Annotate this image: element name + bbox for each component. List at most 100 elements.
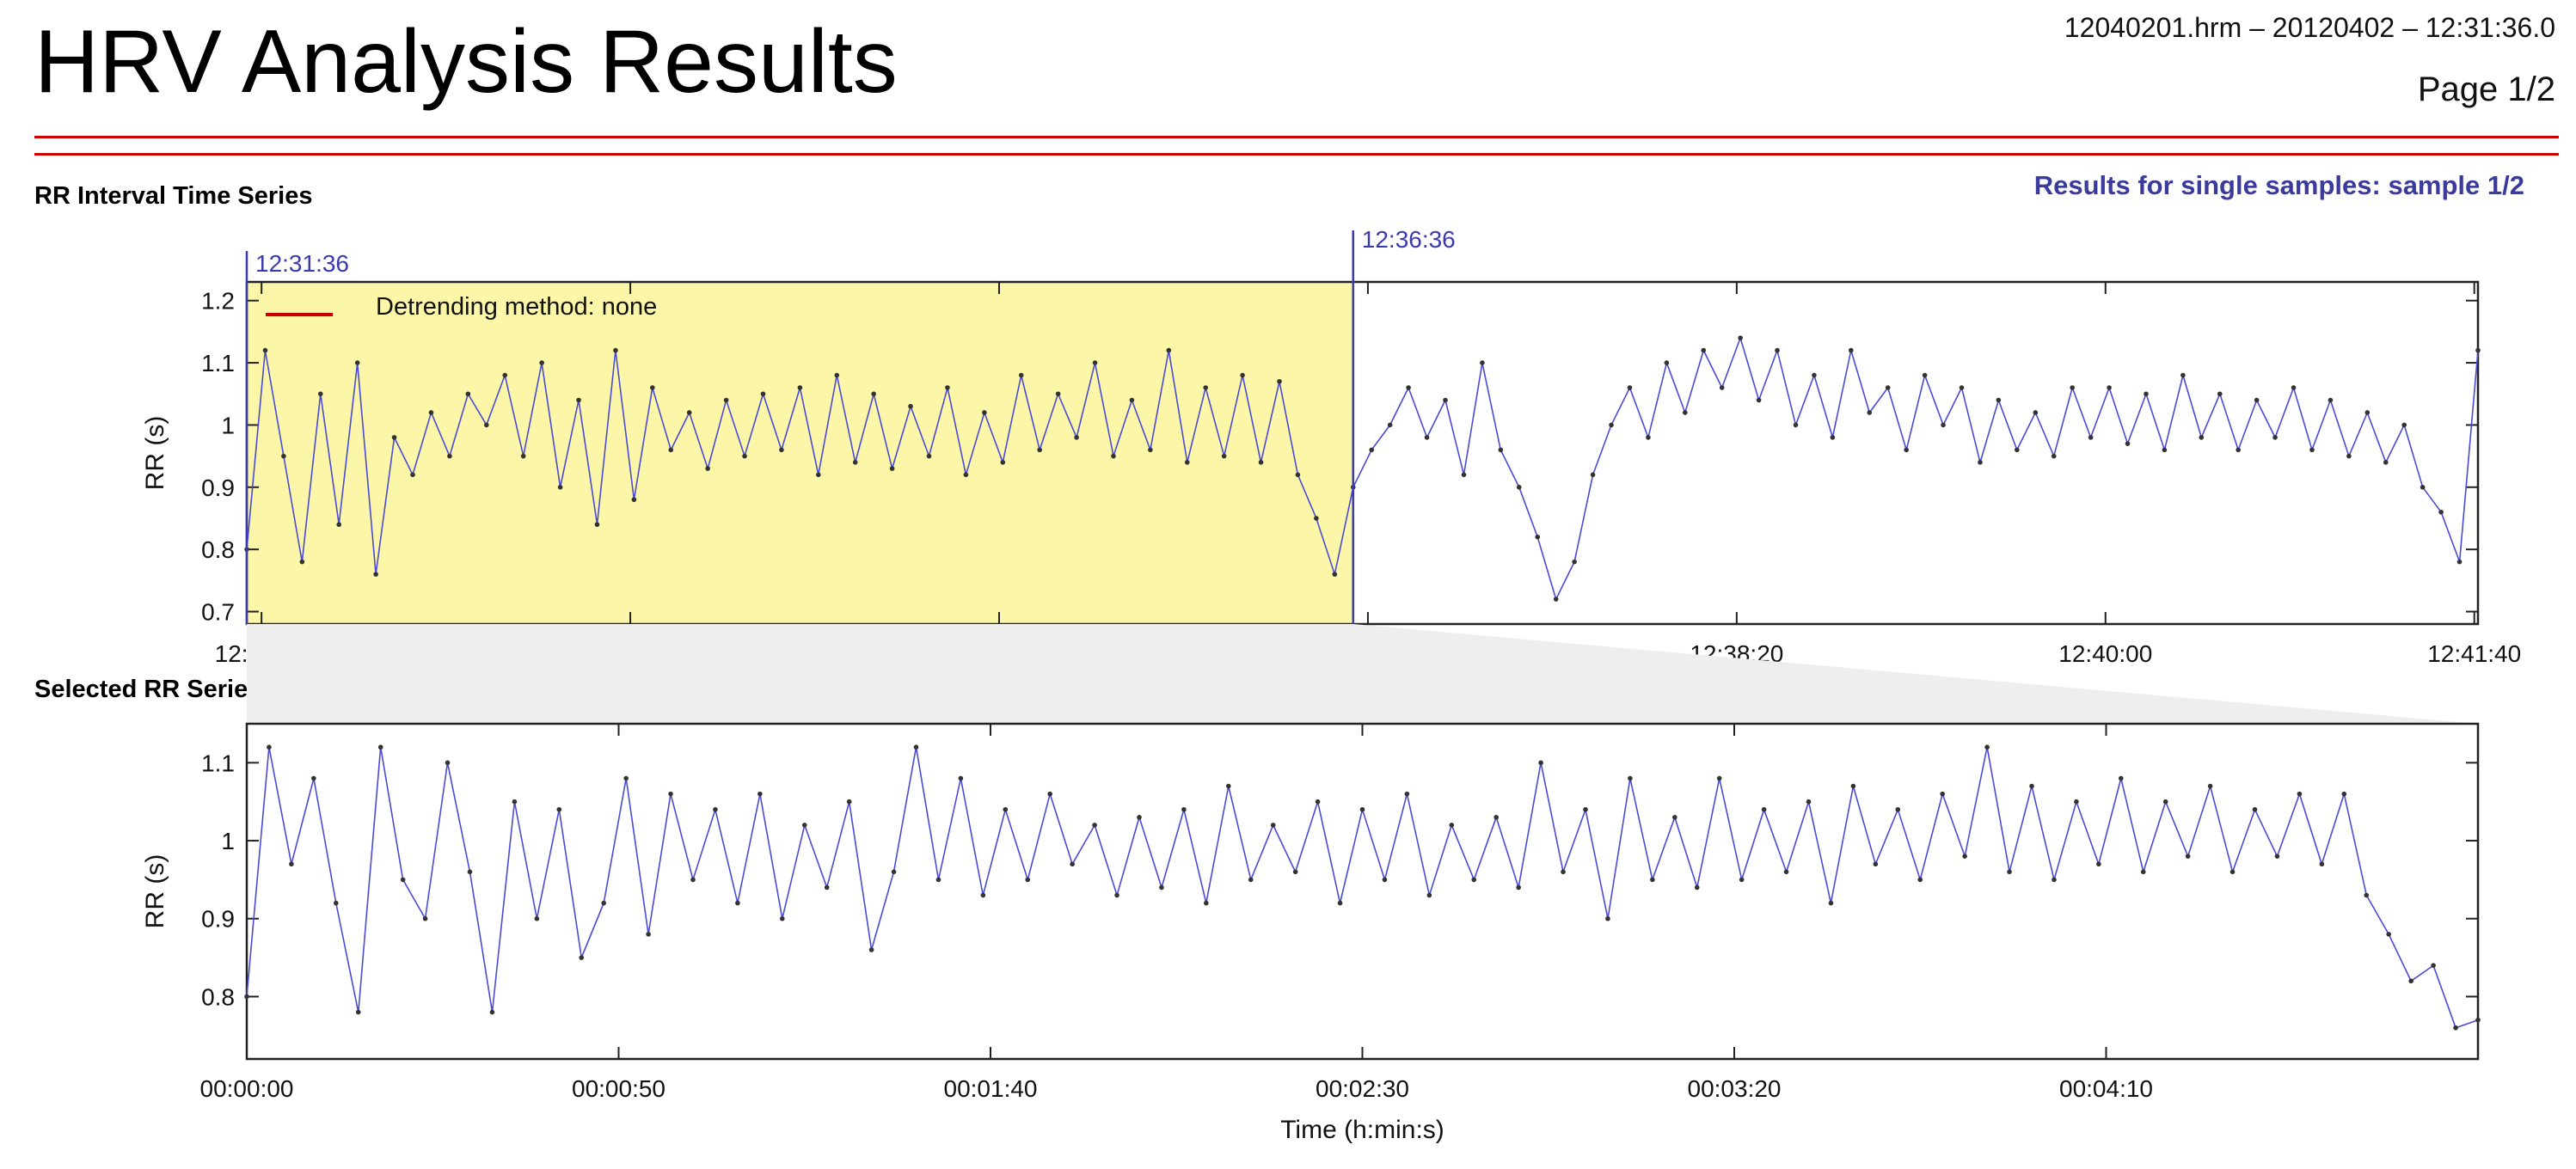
chart1-data-point [373,572,378,577]
chart2-y-axis-label: RR (s) [141,854,169,929]
chart2-data-point [668,791,673,797]
chart2-data-point [2475,1017,2481,1023]
chart1-data-point [2162,447,2168,453]
chart2-data-point [1114,892,1119,898]
chart1-selection-region [247,282,1353,624]
chart2-data-point [2096,861,2101,867]
chart1-data-point [1000,460,1006,465]
chart1-data-point [2144,391,2149,397]
chart2-data-point [1382,877,1388,883]
chart2-data-point [1181,806,1187,812]
chart1-data-point [2199,435,2205,440]
chart1-data-point [520,453,526,459]
chart1-y-tick-label: 0.8 [201,536,235,563]
chart1-data-point [723,397,729,403]
chart2-data-point [2119,775,2124,781]
chart1-data-point [2217,391,2223,397]
chart2-data-point [2364,892,2370,898]
chart1-data-point [1406,385,1411,390]
chart2-data-point [1850,783,1856,789]
chart1-data-point [1203,385,1209,390]
chart2-data-point [1716,775,1722,781]
chart2-data-point [1917,877,1923,883]
chart2-data-point [1359,806,1365,812]
chart1-data-point [410,472,415,478]
chart2-data-point [267,744,272,750]
chart2-y-tick-label: 0.9 [201,906,235,933]
chart1-data-point [668,447,674,453]
chart2-data-point [690,877,696,883]
chart2-data-point [913,744,919,750]
chart2-data-point [1159,884,1164,891]
chart2-x-tick-label: 00:02:30 [1316,1075,1409,1102]
chart1-data-point [354,360,360,365]
chart1-data-point [1812,372,1817,378]
chart1-data-point [1258,460,1264,465]
chart1-selection-start-label: 12:31:36 [255,250,349,277]
chart1-data-point [1498,447,1504,453]
chart1-data-point [281,453,286,459]
chart2-data-point [1672,815,1677,820]
chart1-data-point [1184,460,1190,465]
chart1-data-point [1996,397,2002,403]
chart2-data-point [556,806,562,812]
selected-rr-section-title: Selected RR Series [34,676,262,703]
chart1-data-point [2475,347,2481,353]
chart2-data-point [1070,861,1075,867]
chart2-data-point [1806,799,1812,805]
chart2-data-point [2252,806,2258,812]
chart2-y-tick-label: 1 [221,828,235,854]
chart1-data-point [2401,422,2407,428]
chart2-x-tick-label: 00:01:40 [944,1075,1038,1102]
chart2-data-point [1628,775,1633,781]
chart1-selection-end-label: 12:36:36 [1362,226,1456,253]
chart1-y-tick-label: 1.2 [201,288,235,315]
chart1-data-point [1332,572,1338,577]
chart1-data-point [2346,453,2352,459]
chart2-data-point [980,892,986,898]
chart1-data-point [760,391,766,397]
chart1-data-point [779,447,784,453]
chart2-data-point [2074,799,2079,805]
rr-interval-section-title: RR Interval Time Series [34,182,313,210]
zoom-connector [247,624,2478,724]
chart1-data-point [1590,472,1596,478]
chart1-data-point [1830,435,1836,440]
chart2-data-point [1493,815,1499,820]
chart1-data-point [1516,485,1522,490]
chart1-data-point [816,472,821,478]
chart1-data-point [1295,472,1301,478]
chart1-data-point [834,372,840,378]
chart1-data-point [2254,397,2260,403]
chart2-data-point [1292,869,1298,875]
chart2-data-point [2229,869,2236,875]
chart1-data-point [1111,453,1116,459]
chart1-data-point [631,497,637,503]
chart1-y-tick-label: 1 [221,412,235,438]
chart1-x-tick-label: 12:41:40 [2427,640,2521,667]
chart1-data-point [1277,378,1282,384]
chart2-y-tick-label: 0.8 [201,983,235,1010]
chart1-data-point [1443,397,1448,403]
chart2-series-line [246,747,2479,1029]
chart2-data-point [311,775,316,781]
chart1-data-point [299,559,305,565]
chart2-data-point [355,1009,361,1015]
chart2-data-point [1204,900,1209,906]
chart2-data-point [1783,869,1789,875]
chart1-data-point [1941,422,1946,428]
chart1-data-point [2383,460,2389,465]
chart1-data-point [1129,397,1135,403]
chart2-data-point [1516,884,1521,891]
chart1-data-point [1849,347,1854,353]
chart1-data-point [1738,335,1743,340]
chart2-data-point [1561,869,1566,875]
chart1-data-point [1166,347,1172,353]
chart1-data-point [1148,447,1153,453]
chart2-data-point [1761,806,1767,812]
chart2-data-point [512,799,518,805]
chart2-data-point [1137,815,1142,820]
chart1-data-point [1922,372,1928,378]
chart1-legend-label: Detrending method: none [376,293,657,321]
chart1-data-point [1037,447,1042,453]
